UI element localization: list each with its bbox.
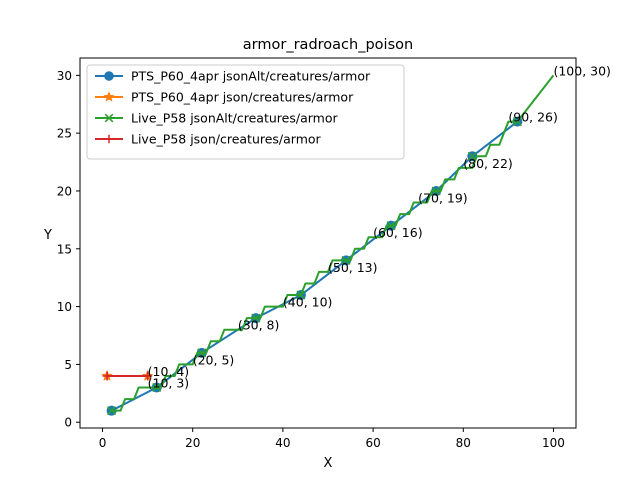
data-point-marker — [386, 221, 396, 231]
x-tick-label: 40 — [275, 436, 290, 450]
data-point-marker — [467, 151, 477, 161]
y-tick-label: 15 — [57, 242, 72, 256]
y-axis-label: Y — [43, 228, 52, 243]
x-axis-label: X — [324, 456, 333, 471]
legend: PTS_P60_4apr jsonAlt/creatures/armor PTS_… — [86, 64, 405, 160]
legend-item: Live_P58 jsonAlt/creatures/armor — [95, 111, 338, 126]
series-4 — [102, 371, 153, 381]
legend-marker — [104, 113, 114, 123]
x-tick-label: 0 — [99, 436, 107, 450]
legend-marker — [103, 91, 115, 102]
legend-item: PTS_P60_4apr jsonAlt/creatures/armor — [95, 69, 371, 84]
y-tick-label: 20 — [57, 184, 72, 198]
x-axis-ticks: 0 20 40 60 80 100 — [99, 428, 565, 450]
y-tick-label: 30 — [57, 69, 72, 83]
data-point-marker — [152, 383, 162, 393]
point-annotation: (100, 30) — [553, 63, 610, 78]
point-annotation: (70, 19) — [418, 191, 468, 206]
x-tick-label: 100 — [542, 436, 565, 450]
legend-label: PTS_P60_4apr jsonAlt/creatures/armor — [131, 69, 371, 84]
point-annotation: (20, 5) — [193, 352, 235, 367]
point-annotation: (10, 3) — [148, 376, 190, 391]
data-point-marker — [143, 371, 153, 381]
x-tick-label: 80 — [456, 436, 471, 450]
data-point-marker — [251, 313, 261, 323]
data-point-marker — [341, 255, 351, 265]
legend-box — [86, 64, 405, 160]
legend-marker — [104, 71, 114, 81]
legend-marker — [104, 134, 114, 144]
series-3 — [107, 74, 555, 416]
point-annotation: (10, 4) — [148, 364, 190, 379]
data-point-marker — [197, 348, 207, 358]
point-annotation: (80, 22) — [463, 156, 513, 171]
annotation-layer: (10, 4)(10, 3)(20, 5) (30, 8)(40, 10) (50,… — [148, 63, 611, 390]
data-point-marker — [102, 371, 112, 381]
x-tick-label: 60 — [365, 436, 380, 450]
series-line — [111, 120, 518, 412]
data-point-marker — [296, 290, 306, 300]
point-annotation: (60, 16) — [373, 225, 423, 240]
y-tick-label: 25 — [57, 127, 72, 141]
y-tick-label: 10 — [57, 300, 72, 314]
legend-label: Live_P58 json/creatures/armor — [131, 132, 322, 147]
point-annotation: (40, 10) — [283, 295, 333, 310]
legend-label: Live_P58 jsonAlt/creatures/armor — [131, 111, 338, 126]
legend-item: Live_P58 json/creatures/armor — [95, 132, 322, 147]
point-annotation: (50, 13) — [328, 260, 378, 275]
legend-item: PTS_P60_4apr json/creatures/armor — [95, 90, 354, 105]
y-axis-ticks: 0 5 10 15 20 25 30 — [57, 69, 80, 430]
legend-label: PTS_P60_4apr json/creatures/armor — [131, 90, 354, 105]
y-tick-label: 5 — [64, 358, 72, 372]
series-line — [111, 74, 555, 412]
point-annotation: (30, 8) — [238, 318, 280, 333]
data-point-marker — [512, 117, 522, 127]
point-annotation: (90, 26) — [508, 110, 558, 125]
data-point-marker — [107, 406, 117, 416]
data-point-marker — [431, 186, 441, 196]
series-layer — [101, 74, 555, 416]
axes-frame — [79, 57, 577, 429]
x-tick-label: 20 — [185, 436, 200, 450]
y-tick-label: 0 — [64, 416, 72, 430]
chart-title: armor_radroach_poison — [243, 37, 413, 53]
